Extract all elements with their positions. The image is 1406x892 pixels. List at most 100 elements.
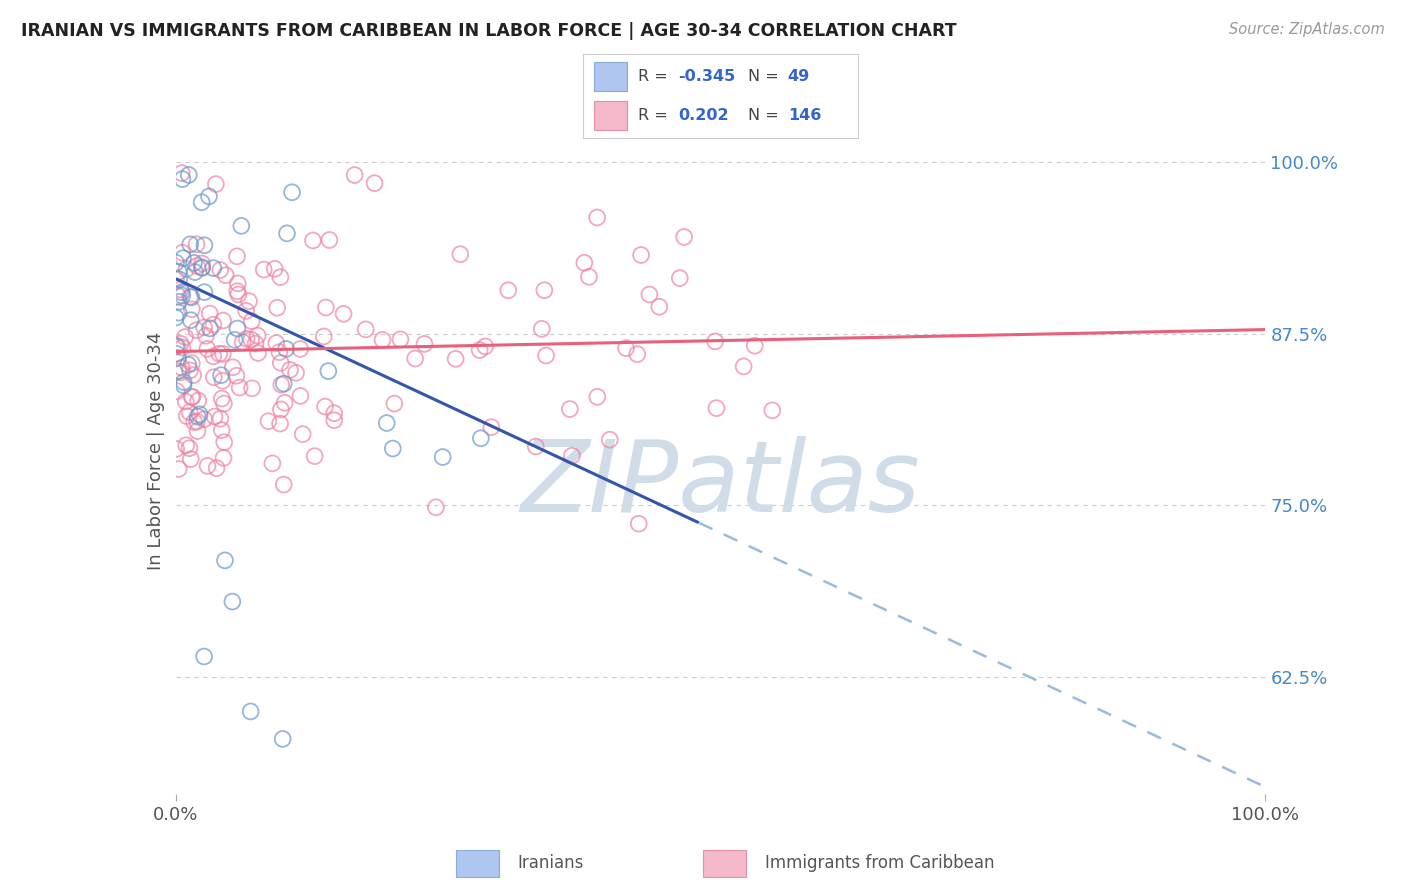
Point [226,321,249,335]
Point [558,402,581,417]
Point [197,458,219,473]
Point [209,263,232,277]
Point [186,323,208,337]
Point [276,227,298,241]
Point [165,272,187,286]
Point [228,380,250,394]
Point [179,290,201,304]
Point [245,336,267,351]
Point [180,313,202,327]
Point [270,356,292,370]
Point [586,390,609,404]
Text: Immigrants from Caribbean: Immigrants from Caribbean [765,855,994,872]
Point [181,368,204,383]
Point [239,705,262,719]
Point [263,261,285,276]
Point [273,396,295,410]
Point [332,307,354,321]
Point [195,342,218,356]
Point [165,442,187,456]
Point [177,358,200,372]
Point [214,553,236,567]
Point [186,424,208,438]
Point [240,333,263,347]
Point [231,219,253,233]
Point [627,516,650,531]
Point [170,282,193,296]
Point [190,195,212,210]
Point [470,431,492,445]
Point [193,412,215,426]
Point [266,301,288,315]
Point [193,238,215,252]
Point [574,256,596,270]
Point [389,332,412,346]
Text: IRANIAN VS IMMIGRANTS FROM CARIBBEAN IN LABOR FORCE | AGE 30-34 CORRELATION CHAR: IRANIAN VS IMMIGRANTS FROM CARIBBEAN IN … [21,22,956,40]
Point [209,411,232,425]
Point [187,393,209,408]
Point [180,390,202,404]
Point [186,259,208,273]
Point [186,237,208,252]
Point [173,375,195,389]
Text: 0.202: 0.202 [678,108,728,123]
Point [226,284,249,298]
Point [180,452,202,467]
Point [498,283,520,297]
Point [193,649,215,664]
Point [614,341,637,355]
Text: -0.345: -0.345 [678,69,735,84]
Point [238,294,260,309]
Point [474,339,496,353]
Point [323,406,346,420]
Point [194,328,217,343]
Point [172,245,194,260]
Point [638,287,661,301]
Point [232,335,254,350]
Point [176,262,198,277]
Point [270,402,292,417]
Point [170,365,193,379]
Point [240,381,263,395]
Point [170,166,193,180]
Point [183,256,205,270]
Point [228,287,250,301]
Point [266,336,288,351]
Point [262,456,284,470]
Point [432,450,454,464]
Point [205,177,228,191]
Point [648,300,671,314]
Point [225,368,247,383]
Point [167,462,190,476]
Point [179,237,201,252]
Point [212,313,235,327]
Text: R =: R = [638,69,673,84]
Point [524,440,547,454]
FancyBboxPatch shape [456,850,499,877]
Point [704,334,727,349]
Point [312,329,335,343]
Point [170,285,193,300]
Point [212,347,235,361]
Point [444,351,467,366]
Point [212,435,235,450]
Point [176,409,198,423]
Point [166,339,188,353]
Point [198,189,221,203]
Point [468,343,491,357]
Point [179,441,201,455]
Point [172,341,194,355]
Point [578,269,600,284]
Point [202,318,225,332]
FancyBboxPatch shape [595,62,627,91]
Text: 49: 49 [787,69,810,84]
Point [479,420,502,434]
Point [191,260,214,275]
Point [304,449,326,463]
Point [290,342,312,356]
Point [167,265,190,279]
Point [170,360,193,375]
Point [561,449,583,463]
Point [212,396,235,410]
Text: N =: N = [748,69,785,84]
